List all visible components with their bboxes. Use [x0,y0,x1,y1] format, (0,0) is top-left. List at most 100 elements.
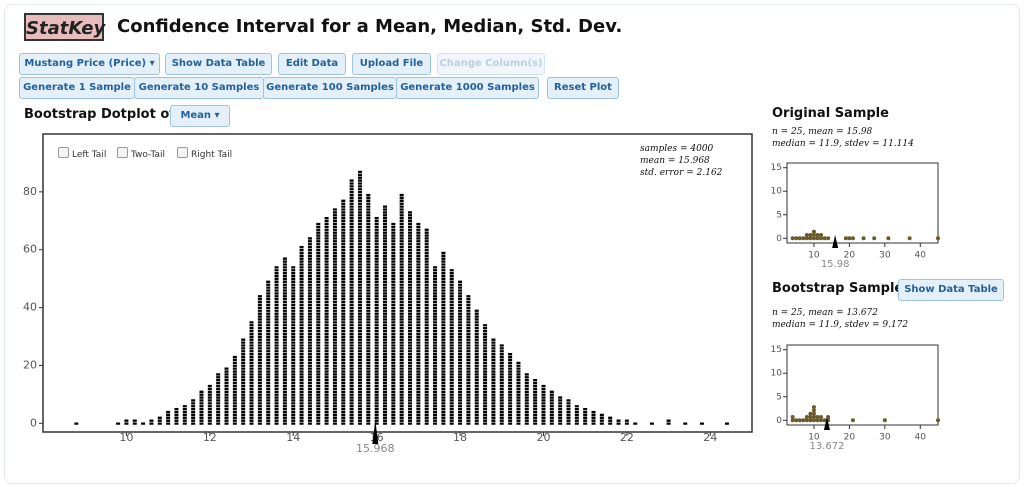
plot-frame [786,162,939,244]
x-tick-label: 20 [844,251,856,261]
dot [815,236,820,241]
logo[interactable]: StatKey [24,13,105,41]
dot [811,229,816,234]
stat: std. error = 2.162 [640,168,723,178]
x-tick-label: 20 [536,431,550,444]
stat: mean = 15.968 [640,156,710,166]
plot-frame [786,344,939,426]
dot [808,418,813,423]
dot [819,418,824,423]
dot [872,236,877,241]
y-tick-label: 80 [23,185,37,198]
button[interactable]: Reset Plot [547,77,619,99]
dot [886,236,891,241]
dot [936,418,940,423]
info: n = 25, mean = 13.672 median = 11.9, stde… [772,307,908,331]
y-tick-label: 15 [771,345,782,355]
marker [823,417,830,430]
dot [808,233,813,237]
button-disabled: Change Column(s) [437,53,545,75]
dot [819,236,824,241]
heading: Bootstrap Sample [772,281,904,296]
dot [804,418,809,423]
x-tick-label: 30 [879,251,891,261]
checkbox-label: Left Tail [72,150,107,160]
dot [936,236,940,241]
dot [808,411,813,416]
dot [804,415,809,419]
y-tick-label: 10 [771,187,783,197]
x-tick-label: 10 [808,433,820,443]
info-line: n = 25, mean = 13.672 [772,308,879,318]
dot [811,418,816,423]
dot [850,236,855,241]
y-tick-label: 0 [776,416,782,426]
button[interactable]: Show Data Table [165,53,272,75]
dot [815,233,820,237]
dot [826,236,831,241]
dot [801,236,806,241]
stat: samples = 4000 [640,144,714,154]
marker-label: 15.968 [356,442,395,455]
x-tick-label: 22 [620,431,634,444]
button[interactable]: Generate 1000 Samples [396,77,539,99]
y-tick-label: 10 [771,369,783,379]
frame [4,4,1020,484]
button[interactable]: Upload File [352,53,431,75]
dot [794,236,799,241]
dot [808,415,813,419]
y-tick-label: 15 [771,163,782,173]
dot [882,418,887,423]
page-title: Confidence Interval for a Mean, Median, … [117,16,623,37]
x-tick-label: 18 [453,431,467,444]
dot [808,236,813,241]
marker-label: 15.98 [821,259,850,270]
x-tick-label: 10 [808,251,820,261]
dot [797,418,802,423]
dot [819,233,824,237]
dot [822,418,827,423]
dot [811,408,816,413]
dot [843,236,848,241]
x-tick-label: 12 [203,431,217,444]
checkbox-label: Right Tail [191,150,233,160]
dot [794,418,799,423]
dot [861,236,866,241]
x-tick-label: 24 [703,431,717,444]
dot [811,411,816,416]
dot [790,236,795,241]
x-tick-label: 20 [844,433,856,443]
x-tick-label: 40 [915,433,927,443]
checkbox-label: Two-Tail [131,150,165,160]
checkbox[interactable]: Left Tail [58,147,106,160]
statistic-dropdown[interactable]: Mean [170,105,230,127]
button[interactable]: Generate 1 Sample [19,77,135,99]
dot [850,418,855,423]
button[interactable]: Show Data Table [898,279,1004,301]
dot [847,236,852,241]
marker [832,235,839,248]
info-line: median = 11.9, stdev = 11.114 [772,139,914,149]
dot [819,415,824,419]
info-line: n = 25, mean = 15.98 [772,127,873,137]
y-tick-label: 0 [30,416,37,429]
checkbox[interactable]: Right Tail [177,147,232,160]
y-tick-label: 20 [23,358,37,371]
dot [811,233,816,237]
info: n = 25, mean = 15.98 median = 11.9, stdev… [772,126,914,150]
dataset-dropdown[interactable]: Mustang Price (Price) [19,53,160,75]
x-tick-label: 14 [286,431,300,444]
dot [907,236,912,241]
marker [372,420,379,444]
dot [790,418,795,423]
dot [801,418,806,423]
info-line: median = 11.9, stdev = 9.172 [772,320,909,330]
y-tick-label: 5 [776,392,782,402]
button[interactable]: Edit Data [278,53,346,75]
checkbox[interactable]: Two-Tail [117,147,165,160]
y-tick-label: 0 [776,234,782,244]
plot-label: Bootstrap Dotplot of [24,107,175,122]
x-tick-label: 30 [879,433,891,443]
